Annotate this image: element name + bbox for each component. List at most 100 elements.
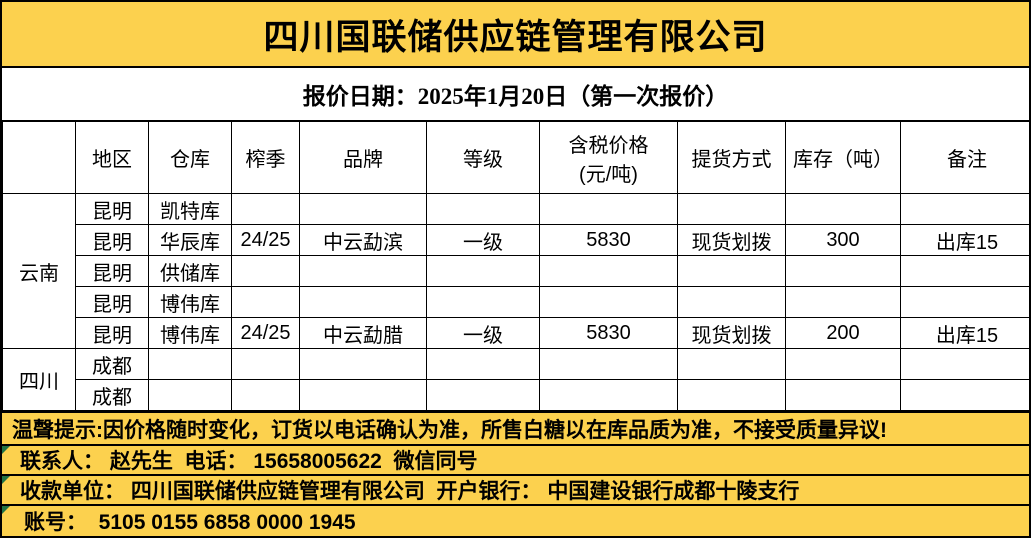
table-row: 四川 成都 — [2, 348, 1031, 411]
header-warehouse: 仓库 — [148, 121, 232, 194]
header-grade: 等级 — [426, 121, 540, 194]
cell-stock — [785, 255, 901, 287]
notice-row: 温聲提示:因价格随时变化，订货以电话确认为准，所售白糖以在库品质为准，不接受质量… — [2, 411, 1029, 444]
cell-grade: 一级 — [426, 317, 540, 349]
cell-warehouse — [148, 348, 232, 380]
cell-warehouse — [148, 379, 232, 411]
cell-stock: 300 — [785, 224, 901, 256]
cell-delivery — [677, 379, 786, 411]
contact-row: 联系人： 赵先生 电话： 15658005622 微信同号 — [2, 444, 1029, 474]
cell-city: 昆明 — [75, 255, 149, 287]
cell-delivery — [677, 348, 786, 380]
table-row: 云南 昆明 凯特库 — [2, 193, 1031, 349]
cell-stock — [785, 286, 901, 318]
cell-price — [539, 193, 678, 225]
cell-brand: 中云勐滨 — [299, 224, 427, 256]
cell-season — [231, 348, 300, 380]
table-row: 昆明 供储库 — [3, 255, 1031, 287]
company-title: 四川国联储供应链管理有限公司 — [263, 17, 768, 57]
cell-brand — [299, 379, 427, 411]
region-group-yunnan: 云南 — [2, 193, 76, 349]
cell-remark — [900, 379, 1031, 411]
payee-text: 收款单位： 四川国联储供应链管理有限公司 开户银行： 中国建设银行成都十陵支行 — [20, 480, 800, 503]
contact-text: 联系人： 赵先生 电话： 15658005622 微信同号 — [20, 450, 478, 473]
cell-stock — [785, 193, 901, 225]
cell-brand — [299, 348, 427, 380]
cell-city: 成都 — [75, 348, 149, 380]
cell-season — [231, 193, 300, 225]
header-remark: 备注 — [900, 121, 1031, 194]
cell-city: 昆明 — [75, 193, 149, 225]
cell-brand — [299, 286, 427, 318]
payee-row: 收款单位： 四川国联储供应链管理有限公司 开户银行： 中国建设银行成都十陵支行 — [2, 474, 1029, 504]
cell-price: 5830 — [539, 317, 678, 349]
header-season: 榨季 — [231, 121, 300, 194]
cell-remark — [900, 348, 1031, 380]
quote-date-bar: 报价日期：2025年1月20日（第一次报价） — [2, 68, 1029, 121]
cell-price — [539, 379, 678, 411]
table-row: 成都 — [3, 379, 1031, 411]
cell-price: 5830 — [539, 224, 678, 256]
cell-price — [539, 255, 678, 287]
cell-warehouse: 博伟库 — [148, 317, 232, 349]
cell-grade — [426, 348, 540, 380]
cell-price — [539, 348, 678, 380]
cell-stock — [785, 348, 901, 380]
cell-season — [231, 379, 300, 411]
header-corner — [2, 121, 76, 194]
cell-flag-icon — [2, 506, 10, 514]
cell-season — [231, 255, 300, 287]
account-row: 账号： 5105 0155 6858 0000 1945 — [2, 504, 1029, 536]
table-row: 昆明 华辰库 24/25 中云勐滨 一级 5830 现货划拨 300 出库15 — [3, 224, 1031, 256]
cell-remark: 出库15 — [900, 317, 1031, 349]
cell-remark — [900, 255, 1031, 287]
cell-season: 24/25 — [231, 224, 300, 256]
table-row: 昆明 博伟库 — [3, 286, 1031, 318]
cell-flag-icon — [2, 476, 10, 484]
cell-warehouse: 供储库 — [148, 255, 232, 287]
cell-delivery: 现货划拨 — [677, 317, 786, 349]
cell-remark — [900, 286, 1031, 318]
cell-warehouse: 凯特库 — [148, 193, 232, 225]
cell-brand — [299, 193, 427, 225]
notice-text: 温聲提示:因价格随时变化，订货以电话确认为准，所售白糖以在库品质为准，不接受质量… — [12, 418, 887, 442]
cell-delivery — [677, 193, 786, 225]
account-text: 账号： 5105 0155 6858 0000 1945 — [24, 511, 356, 534]
cell-grade — [426, 255, 540, 287]
cell-stock: 200 — [785, 317, 901, 349]
header-stock: 库存（吨） — [785, 121, 901, 194]
header-region: 地区 — [75, 121, 149, 194]
region-group-sichuan: 四川 — [2, 348, 76, 411]
cell-grade: 一级 — [426, 224, 540, 256]
cell-brand — [299, 255, 427, 287]
cell-delivery — [677, 255, 786, 287]
cell-delivery: 现货划拨 — [677, 224, 786, 256]
header-delivery: 提货方式 — [677, 121, 786, 194]
cell-grade — [426, 193, 540, 225]
cell-remark: 出库15 — [900, 224, 1031, 256]
cell-season — [231, 286, 300, 318]
cell-city: 昆明 — [75, 224, 149, 256]
cell-price — [539, 286, 678, 318]
cell-season: 24/25 — [231, 317, 300, 349]
cell-stock — [785, 379, 901, 411]
cell-delivery — [677, 286, 786, 318]
cell-brand: 中云勐腊 — [299, 317, 427, 349]
cell-remark — [900, 193, 1031, 225]
cell-warehouse: 华辰库 — [148, 224, 232, 256]
cell-flag-icon — [2, 446, 10, 454]
cell-city: 成都 — [75, 379, 149, 411]
cell-grade — [426, 286, 540, 318]
cell-city: 昆明 — [75, 317, 149, 349]
company-title-bar: 四川国联储供应链管理有限公司 — [2, 2, 1029, 68]
header-brand: 品牌 — [299, 121, 427, 194]
price-table: 地区 仓库 榨季 品牌 等级 含税价格 (元/吨) 提货方式 库存（吨） 备注 … — [2, 121, 1031, 411]
table-header-row: 地区 仓库 榨季 品牌 等级 含税价格 (元/吨) 提货方式 库存（吨） 备注 — [2, 121, 1031, 194]
table-row: 昆明 博伟库 24/25 中云勐腊 一级 5830 现货划拨 200 出库15 — [3, 317, 1031, 349]
quote-date-text: 报价日期：2025年1月20日（第一次报价） — [302, 84, 729, 109]
cell-city: 昆明 — [75, 286, 149, 318]
header-price: 含税价格 (元/吨) — [539, 121, 678, 194]
cell-grade — [426, 379, 540, 411]
cell-warehouse: 博伟库 — [148, 286, 232, 318]
